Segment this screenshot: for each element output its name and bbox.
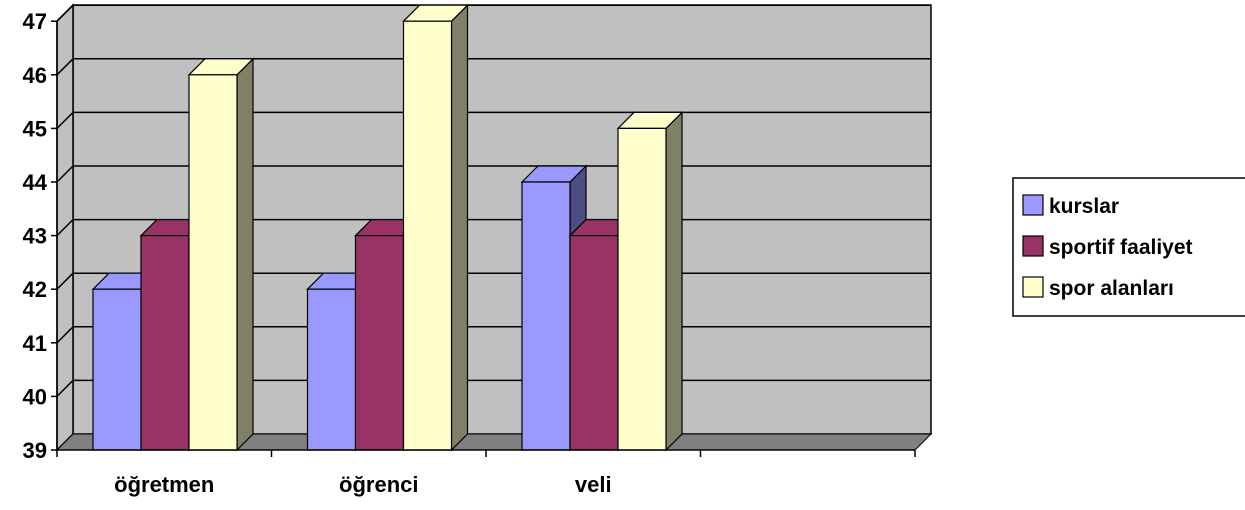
bar: [354, 235, 405, 451]
x-tick-label: öğretmen: [114, 472, 214, 497]
y-tick-label: 39: [23, 438, 47, 463]
bar-side: [665, 110, 683, 452]
legend-swatch: [1022, 235, 1044, 257]
bar: [306, 288, 357, 451]
gridline-side: [56, 272, 74, 290]
gridline-side: [56, 4, 74, 22]
bars: [91, 3, 684, 452]
bar: [140, 235, 190, 451]
legend-label: sportif faaliyet: [1049, 236, 1193, 259]
bar: [617, 127, 667, 451]
x-tick-label: veli: [575, 472, 612, 497]
y-tick-label: 47: [23, 9, 47, 34]
bar: [188, 74, 238, 451]
gridline-side: [56, 326, 74, 344]
y-tick-label: 44: [23, 170, 48, 195]
legend-label: spor alanları: [1049, 277, 1174, 300]
bar: [569, 235, 619, 451]
legend-box: [1012, 177, 1245, 317]
y-tick-label: 43: [23, 224, 47, 249]
x-tick-label: öğrenci: [339, 472, 418, 497]
gridline-side: [56, 111, 74, 129]
gridline-side: [56, 219, 74, 237]
gridline-side: [56, 58, 74, 76]
legend-swatch: [1022, 194, 1044, 216]
y-tick-label: 41: [23, 331, 47, 356]
legend-swatch: [1022, 276, 1044, 298]
y-tick-label: 45: [23, 116, 47, 141]
bar: [92, 288, 142, 451]
bar-side: [236, 57, 254, 452]
y-tick-label: 46: [23, 63, 47, 88]
y-tick-label: 42: [23, 277, 47, 302]
axes: 39 40 41 42 43 44 45 46 47 öğretmen öğrenci veli: [23, 9, 916, 497]
bar-side: [450, 3, 469, 452]
gridline-side: [56, 379, 74, 397]
bar: [521, 181, 571, 451]
gridline-side: [56, 165, 74, 183]
legend: kurslar sportif faaliyet spor alanları: [1012, 177, 1245, 317]
bar: [402, 20, 453, 451]
y-tick-label: 40: [23, 384, 47, 409]
legend-label: kurslar: [1049, 195, 1119, 218]
